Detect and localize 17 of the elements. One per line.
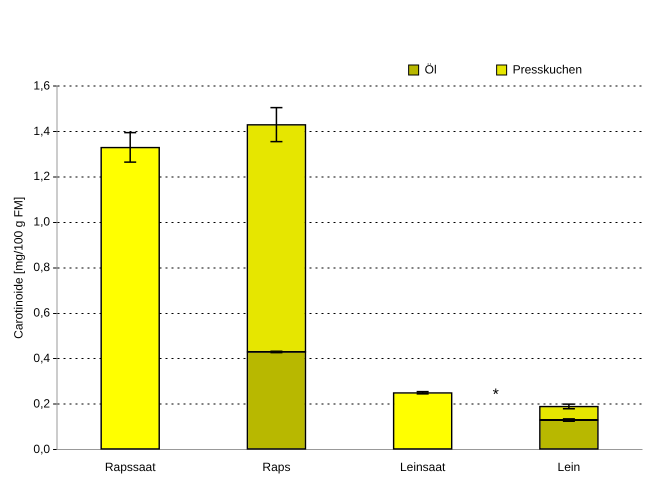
y-tick-label: 0,6 bbox=[33, 306, 50, 320]
y-tick-label: 1,0 bbox=[33, 214, 50, 229]
y-tick-label: 0,4 bbox=[33, 351, 50, 366]
x-tick-label: Lein bbox=[558, 460, 580, 474]
y-tick-label: 0,0 bbox=[33, 442, 50, 456]
y-axis-title: Carotinoide [mg/100 g FM] bbox=[12, 196, 26, 339]
y-tick-label: 0,2 bbox=[33, 396, 50, 410]
legend-label: Öl bbox=[424, 62, 437, 76]
y-tick-label: 1,4 bbox=[33, 124, 50, 138]
y-tick-label: 0,8 bbox=[33, 260, 50, 274]
legend-label: Presskuchen bbox=[512, 62, 582, 76]
y-tick-label: 1,6 bbox=[33, 78, 50, 92]
x-tick-label: Rapssaat bbox=[104, 460, 156, 474]
y-tick-label: 1,2 bbox=[33, 169, 50, 184]
x-tick-label: Leinsaat bbox=[400, 460, 446, 474]
annotation: * bbox=[492, 386, 499, 404]
x-tick-label: Raps bbox=[262, 460, 290, 474]
